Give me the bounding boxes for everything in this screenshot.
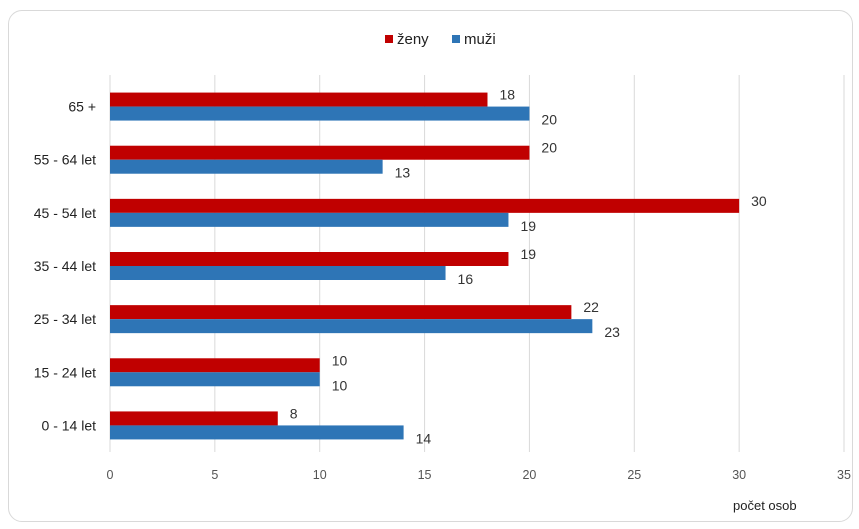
bar-zeny <box>110 198 740 213</box>
x-tick-label: 20 <box>522 468 536 482</box>
bar-muzi <box>110 319 593 334</box>
x-tick-label: 25 <box>627 468 641 482</box>
data-label: 16 <box>458 271 474 287</box>
data-label: 19 <box>520 246 536 262</box>
category-label: 35 - 44 let <box>34 258 96 274</box>
x-tick-label: 5 <box>211 468 218 482</box>
category-label: 55 - 64 let <box>34 152 96 168</box>
legend-label: ženy <box>397 31 429 48</box>
bar-muzi <box>110 372 320 387</box>
x-tick-label: 30 <box>732 468 746 482</box>
data-label: 30 <box>751 193 767 209</box>
legend: ženy muži <box>385 31 496 48</box>
bar-zeny <box>110 252 509 266</box>
category-labels: 65 + 55 - 64 let 45 - 54 let 35 - 44 let 25 … <box>34 99 96 434</box>
data-label: 22 <box>583 299 599 315</box>
data-label: 10 <box>332 377 348 393</box>
category-label: 65 + <box>68 99 96 115</box>
data-label: 13 <box>395 165 411 181</box>
bars: 18 20 20 13 30 19 19 16 22 23 10 10 8 14 <box>110 87 767 446</box>
category-label: 0 - 14 let <box>42 417 97 433</box>
legend-label: muži <box>464 31 496 48</box>
data-label: 18 <box>499 87 515 103</box>
bar-muzi <box>110 159 383 174</box>
data-label: 20 <box>541 112 557 128</box>
x-tick-labels: 0 5 10 15 20 25 30 35 <box>107 468 851 482</box>
data-label: 14 <box>416 430 432 446</box>
data-label: 8 <box>290 405 298 421</box>
x-tick-label: 10 <box>313 468 327 482</box>
bar-zeny <box>110 411 278 426</box>
x-tick-label: 35 <box>837 468 851 482</box>
data-label: 23 <box>604 324 620 340</box>
category-label: 25 - 34 let <box>34 311 96 327</box>
bar-muzi <box>110 212 509 227</box>
category-label: 15 - 24 let <box>34 364 96 380</box>
x-tick-label: 15 <box>418 468 432 482</box>
x-axis-title: počet osob <box>733 498 797 513</box>
category-label: 45 - 54 let <box>34 205 96 221</box>
x-tick-label: 0 <box>107 468 114 482</box>
legend-swatch-zeny <box>385 35 393 43</box>
bar-muzi <box>110 425 404 440</box>
bar-muzi <box>110 106 530 121</box>
data-label: 10 <box>332 352 348 368</box>
bar-zeny <box>110 305 572 320</box>
data-label: 20 <box>541 140 557 156</box>
bar-muzi <box>110 266 446 280</box>
data-label: 19 <box>520 218 536 234</box>
bar-zeny <box>110 145 530 160</box>
legend-swatch-muzi <box>452 35 460 43</box>
bar-zeny <box>110 358 320 373</box>
bar-zeny <box>110 92 488 107</box>
